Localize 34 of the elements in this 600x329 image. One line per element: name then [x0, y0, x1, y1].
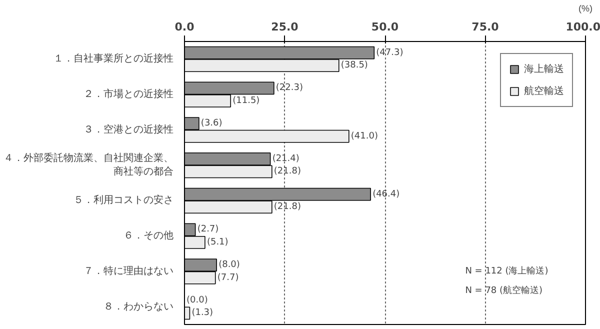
y-tick-label: ６．その他: [124, 230, 174, 242]
data-label: (47.3): [376, 48, 404, 58]
x-tick-label: 50.0: [371, 20, 399, 34]
y-tick-label: ５．利用コストの安さ: [74, 194, 174, 206]
data-label: (21.8): [274, 166, 301, 177]
legend-label: 航空輸送: [524, 84, 564, 98]
data-label: (41.0): [350, 131, 378, 142]
x-tick-label: 100.0: [566, 20, 600, 34]
data-label: (1.3): [192, 308, 214, 318]
x-axis-title: (%): [578, 4, 592, 14]
data-label: (11.5): [232, 96, 260, 106]
legend-label: 海上輸送: [524, 62, 564, 76]
annotation: N = 78 (航空輸送): [465, 284, 543, 296]
y-tick-label: ２．市場との近接性: [84, 88, 174, 100]
x-tick-label: 75.0: [472, 20, 500, 34]
y-tick-label: ８．わからない: [104, 301, 174, 312]
y-tick-label: ３．空港との近接性: [84, 123, 174, 136]
data-label: (46.4): [372, 189, 400, 200]
data-label: (21.4): [272, 154, 300, 164]
data-label: (8.0): [218, 260, 240, 270]
y-tick-label: １．自社事業所との近接性: [54, 52, 174, 65]
data-label: (2.7): [197, 224, 219, 235]
data-label: (7.7): [217, 272, 239, 283]
y-tick-label: ７．特に理由はない: [84, 264, 174, 277]
data-label: (0.0): [186, 295, 208, 306]
data-label: (21.8): [274, 202, 301, 212]
x-tick-label: 0.0: [174, 20, 195, 34]
annotation: N = 112 (海上輸送): [465, 265, 548, 276]
data-label: (38.5): [340, 60, 368, 71]
x-tick-label: 25.0: [271, 20, 299, 34]
y-tick-label: ４．外部委託物流業、自社関連企業、商社等の都合: [4, 152, 174, 178]
data-label: (3.6): [200, 118, 222, 129]
data-label: (22.3): [276, 83, 303, 94]
data-label: (5.1): [206, 237, 228, 248]
